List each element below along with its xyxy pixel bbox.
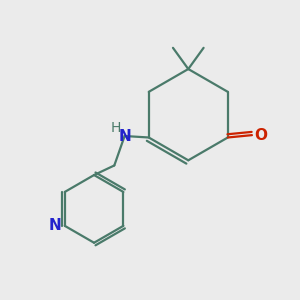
Text: N: N — [118, 128, 131, 143]
Text: H: H — [111, 121, 121, 135]
Text: O: O — [254, 128, 267, 142]
Text: N: N — [49, 218, 62, 233]
